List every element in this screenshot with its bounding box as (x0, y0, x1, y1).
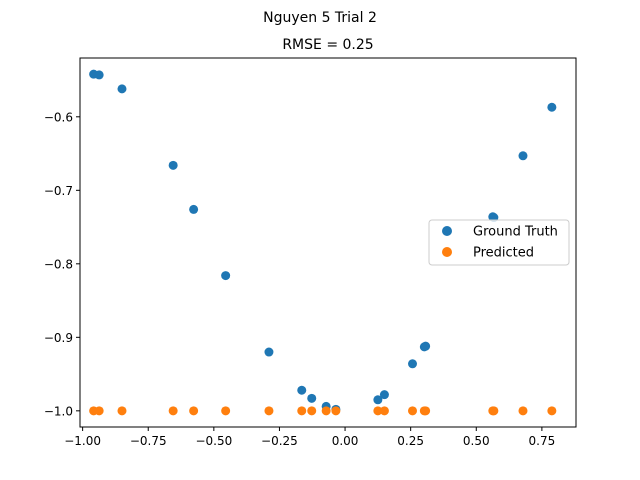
predicted-point (489, 406, 499, 416)
ground-truth-point (379, 390, 389, 400)
x-tick-label: −0.50 (195, 434, 232, 448)
ground-truth-point (518, 151, 528, 161)
ground-truth-point (547, 102, 557, 112)
plot-area (89, 69, 557, 416)
ground-truth-point (117, 84, 127, 94)
legend-marker-predicted (442, 247, 452, 257)
predicted-point (189, 406, 199, 416)
predicted-point (221, 406, 231, 416)
predicted-point (264, 406, 274, 416)
y-tick-label: −1.0 (44, 404, 73, 418)
x-axis: −1.00 −0.75 −0.50 −0.25 0.00 0.25 0.50 0.75 (64, 427, 555, 448)
predicted-point (408, 406, 418, 416)
ground-truth-point (297, 385, 307, 395)
predicted-point (518, 406, 528, 416)
ground-truth-point (307, 393, 317, 403)
predicted-point (379, 406, 389, 416)
y-tick-label: −0.6 (44, 110, 73, 124)
ground-truth-point (373, 395, 383, 405)
ground-truth-point (421, 341, 431, 351)
predicted-point (168, 406, 178, 416)
x-tick-label: 0.25 (397, 434, 424, 448)
predicted-point (547, 406, 557, 416)
ground-truth-point (168, 160, 178, 170)
predicted-point (373, 406, 383, 416)
ground-truth-point (408, 359, 418, 369)
x-tick-label: −0.25 (261, 434, 298, 448)
y-tick-label: −0.9 (44, 331, 73, 345)
legend-label-ground-truth: Ground Truth (473, 225, 558, 240)
axes-title: RMSE = 0.25 (282, 37, 373, 53)
axes-frame (79, 57, 577, 428)
y-tick-label: −0.8 (44, 257, 73, 271)
legend: Ground Truth Predicted (428, 219, 570, 266)
legend-box (428, 219, 570, 266)
ground-truth-point (94, 70, 104, 80)
predicted-point (331, 406, 341, 416)
x-tick-label: 0.00 (332, 434, 359, 448)
legend-marker-ground-truth (442, 226, 452, 236)
predicted-point (117, 406, 127, 416)
ground-truth-point (221, 271, 231, 281)
predicted-point (94, 406, 104, 416)
y-tick-label: −0.7 (44, 184, 73, 198)
predicted-point (297, 406, 307, 416)
x-tick-label: 0.50 (463, 434, 490, 448)
x-tick-label: −0.75 (130, 434, 167, 448)
legend-label-predicted: Predicted (473, 246, 534, 261)
predicted-point (321, 406, 331, 416)
predicted-point (421, 406, 431, 416)
ground-truth-point (189, 204, 199, 214)
ground-truth-point (264, 347, 274, 357)
predicted-point (307, 406, 317, 416)
x-tick-label: 0.75 (529, 434, 556, 448)
x-tick-label: −1.00 (64, 434, 101, 448)
y-axis: −1.0 −0.9 −0.8 −0.7 −0.6 (44, 110, 80, 418)
figure-suptitle: Nguyen 5 Trial 2 (263, 10, 377, 26)
